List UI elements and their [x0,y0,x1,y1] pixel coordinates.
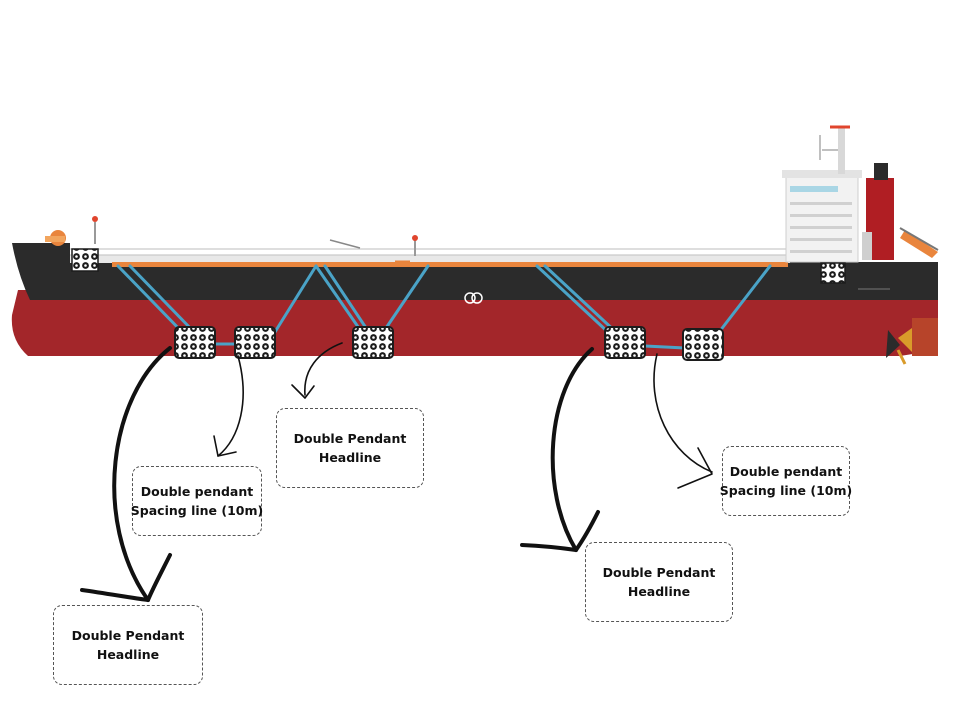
deck-rail [70,248,790,256]
label-line: Headline [627,584,691,599]
arrows [80,342,713,602]
curved-arrow-icon [291,342,343,399]
hull-emblem [464,292,483,304]
label-line: Headline [96,647,160,662]
fender-icon [234,326,276,359]
hull-black [12,243,938,300]
ship-icon [11,125,939,365]
fenders [71,248,846,361]
label-line: Spacing line (10m) [719,483,853,498]
fender-icon [352,326,394,359]
label-line: Double pendant [729,464,843,479]
curved-arrow-icon [653,353,713,489]
label-headline-mid: Double Pendant Headline [276,408,424,488]
label-spacing-left: Double pendant Spacing line (10m) [130,466,264,536]
superstructure [782,125,939,263]
label-line: Headline [318,450,382,465]
curved-arrow-icon [213,355,244,457]
fender-icon [682,328,724,361]
fender-icon [820,262,846,284]
fender-icon [604,326,646,359]
label-line: Spacing line (10m) [130,503,264,518]
pendant-lines [116,264,772,350]
fender-icon [71,248,99,272]
curved-arrow-icon [520,347,600,552]
label-line: Double Pendant [602,565,716,580]
label-spacing-right: Double pendant Spacing line (10m) [719,446,853,516]
deck-pipe [112,262,788,267]
label-headline-left: Double Pendant Headline [53,605,203,685]
fender-icon [174,326,216,359]
label-line: Double pendant [140,484,254,499]
curved-arrow-icon [80,346,172,602]
label-line: Double Pendant [71,628,185,643]
label-headline-right: Double Pendant Headline [585,542,733,622]
label-line: Double Pendant [293,431,407,446]
